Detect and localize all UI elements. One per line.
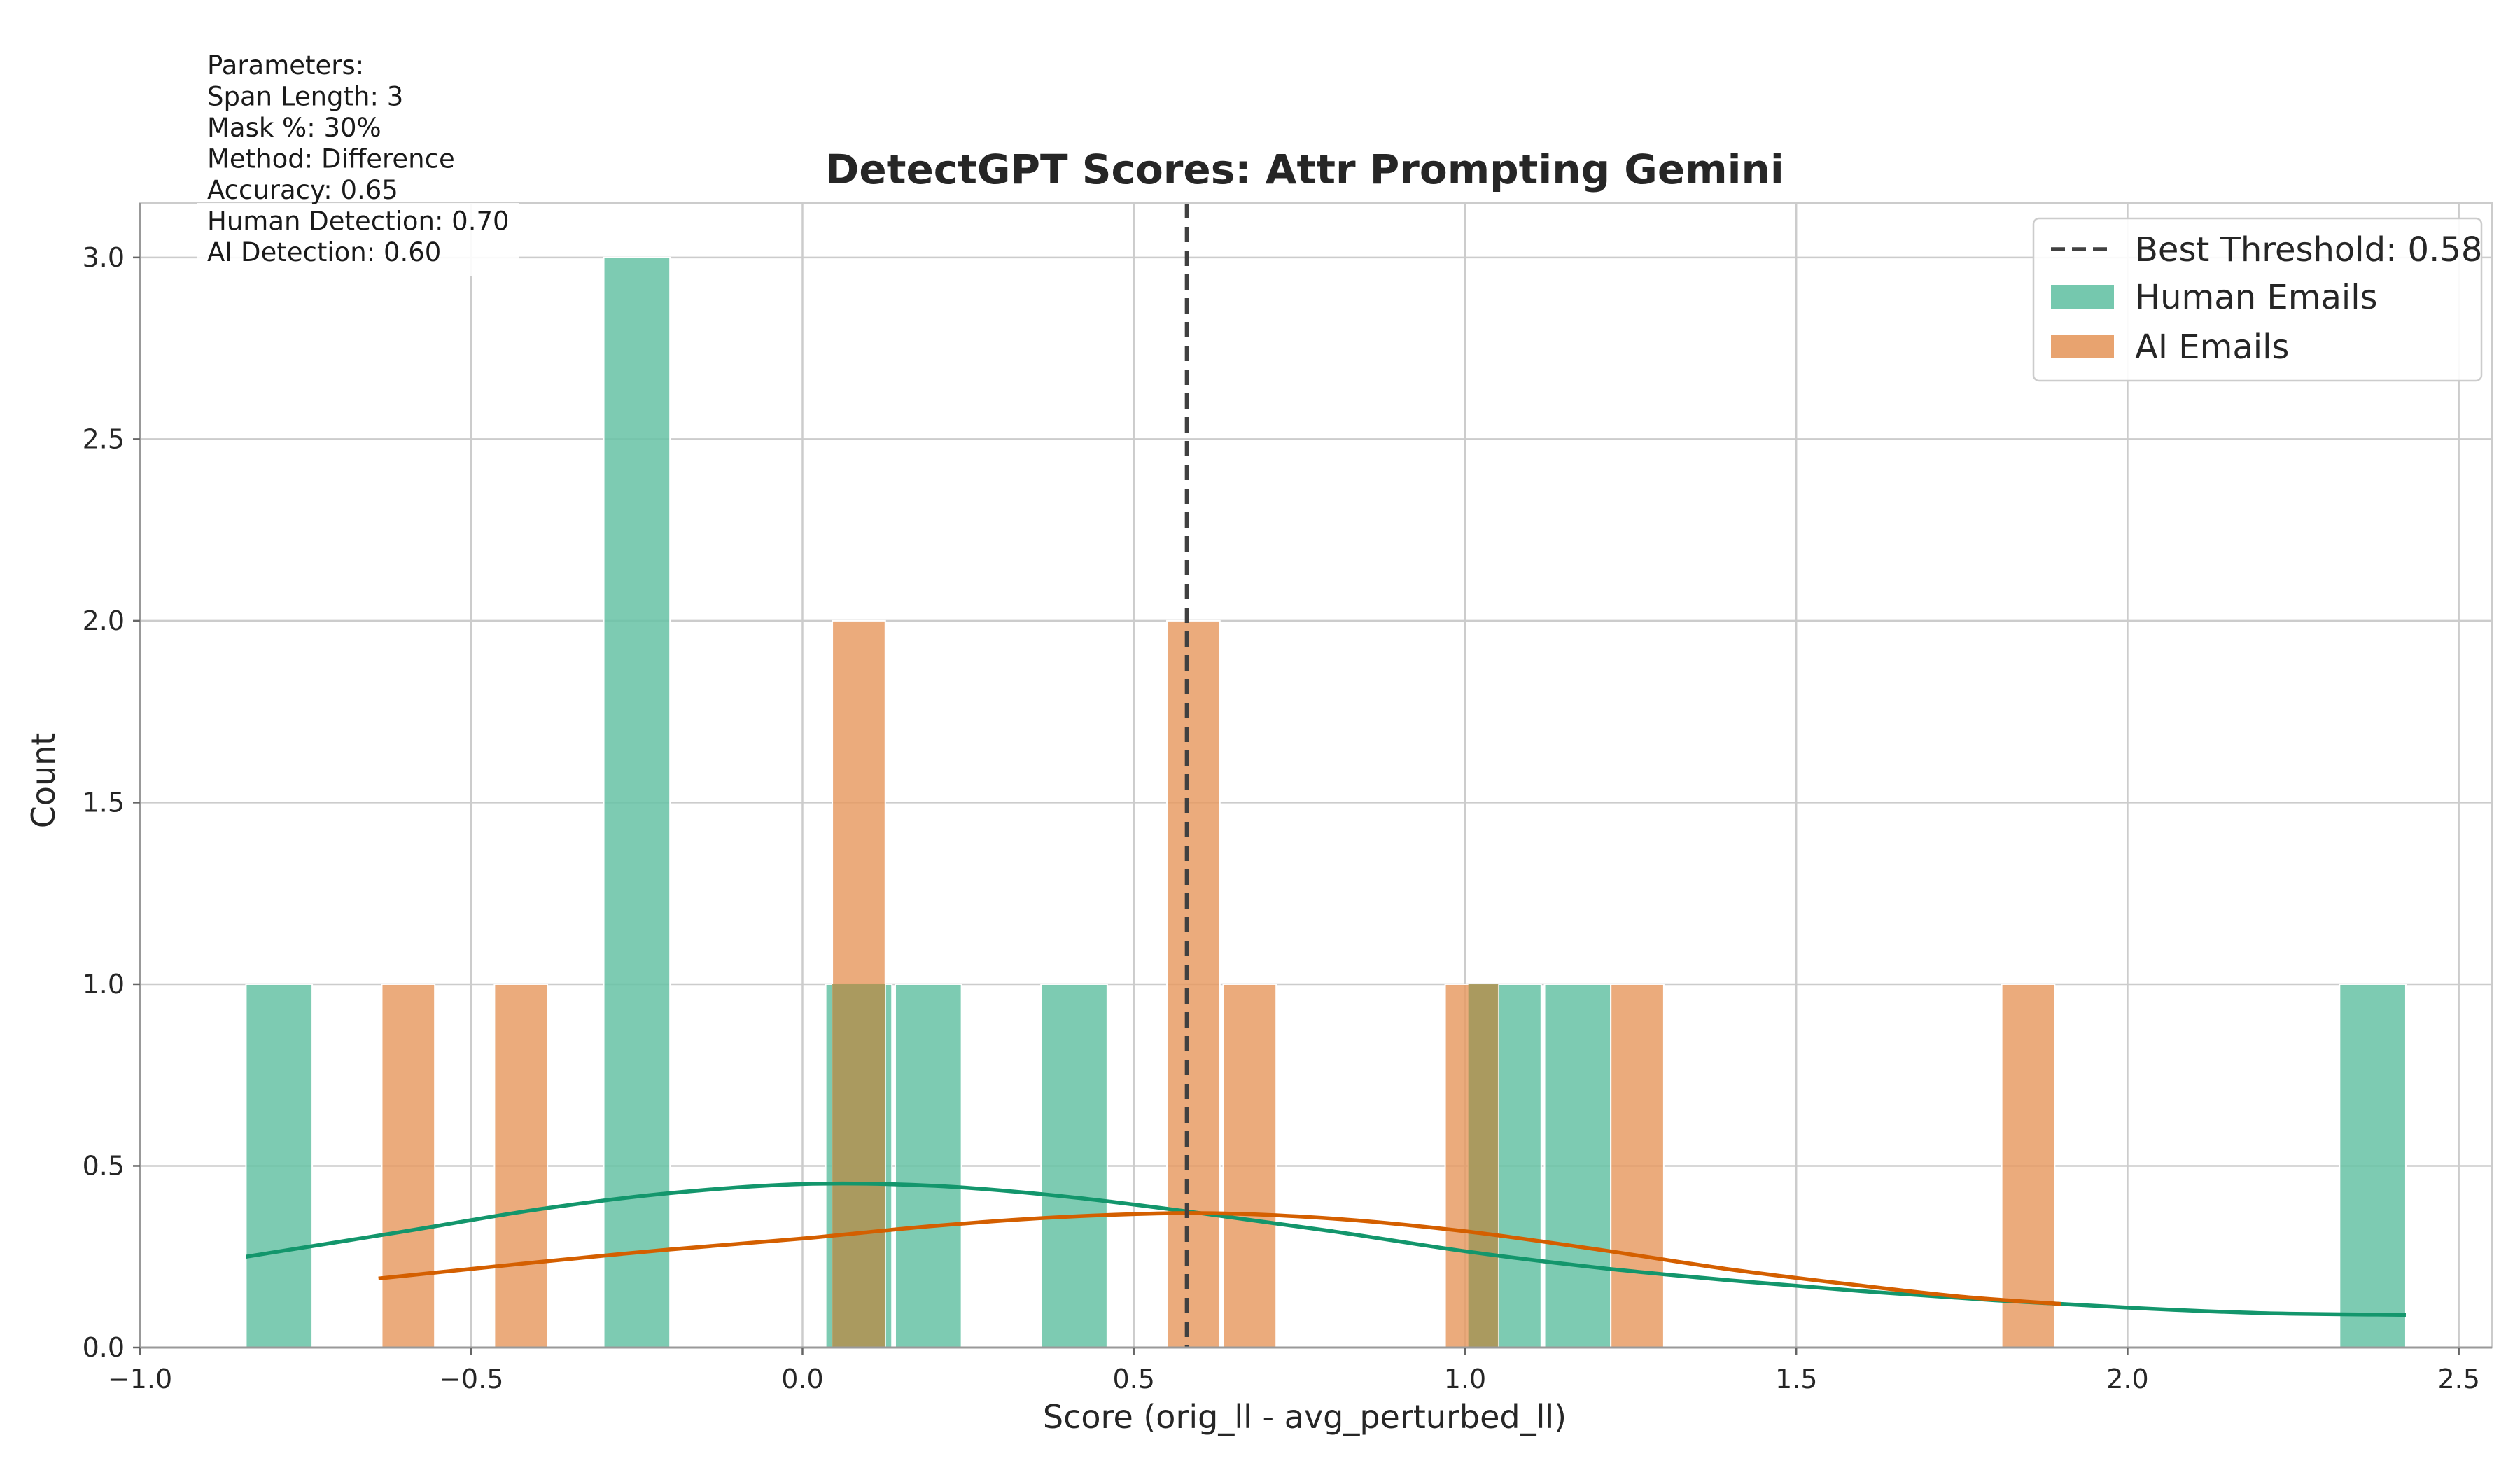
- human-histogram-bar: [1497, 983, 1542, 1348]
- x-tick-label: 2.5: [2437, 1364, 2479, 1394]
- x-tick-label: 0.5: [1112, 1364, 1154, 1394]
- plot-area: −1.0 −0.5 0.0 0.5 1.0 1.5 2.0 2.5 0.0 0.5 1.0 1.5 2.…: [83, 202, 2493, 1394]
- x-tick-label: −0.5: [439, 1364, 503, 1394]
- human-histogram-bar: [2339, 983, 2407, 1348]
- ai-histogram-bar: [1222, 983, 1278, 1348]
- y-tick-label: 1.0: [83, 969, 125, 1000]
- y-tick-label: 2.0: [83, 606, 125, 636]
- x-axis-label: Score (orig_ll - avg_perturbed_ll): [1043, 1398, 1567, 1436]
- legend-threshold-label: Best Threshold: 0.58: [2135, 230, 2482, 270]
- ai-histogram-bar: [493, 983, 549, 1348]
- human-histogram-bar: [603, 256, 671, 1348]
- parameter-line: AI Detection: 0.60: [207, 237, 441, 267]
- human-histogram-bar: [894, 983, 962, 1348]
- parameter-line: Human Detection: 0.70: [207, 206, 510, 237]
- parameter-line: Span Length: 3: [207, 82, 403, 112]
- human-histogram-bar: [245, 983, 314, 1348]
- ai-histogram-bar: [1166, 620, 1221, 1348]
- x-tick-label: −1.0: [108, 1364, 172, 1394]
- ai-legend-swatch: [2051, 335, 2114, 358]
- ai-histogram-bar: [1610, 983, 1665, 1348]
- ai-legend-label: AI Emails: [2135, 328, 2289, 367]
- x-tick-label: 1.0: [1444, 1364, 1486, 1394]
- legend-box: [2032, 217, 2483, 382]
- parameter-line: Method: Difference: [207, 144, 455, 174]
- x-tick-label: 1.5: [1775, 1364, 1817, 1394]
- parameter-line: Mask %: 30%: [207, 113, 382, 143]
- parameters-box-background: [197, 203, 519, 276]
- overlap-bar: [832, 983, 886, 1348]
- y-tick-label: 2.5: [83, 424, 125, 454]
- parameter-line: Parameters:: [207, 50, 364, 80]
- y-tick-label: 0.5: [83, 1150, 125, 1181]
- ai-histogram-bar: [2001, 983, 2056, 1348]
- human-histogram-bar: [1040, 983, 1108, 1348]
- y-tick-label: 1.5: [83, 787, 125, 818]
- y-axis-label: Count: [24, 733, 62, 829]
- ai-histogram-bar: [381, 983, 436, 1348]
- y-tick-label: 0.0: [83, 1332, 125, 1363]
- ai-kde-curve: [378, 1211, 2062, 1306]
- x-tick-label: 2.0: [2106, 1364, 2148, 1394]
- legend: Best Threshold: 0.58 Human Emails AI Email…: [2032, 217, 2483, 382]
- human-histogram-bar: [1544, 983, 1612, 1348]
- x-tick-label: 0.0: [781, 1364, 823, 1394]
- parameter-line: Accuracy: 0.65: [207, 175, 398, 205]
- human-legend-label: Human Emails: [2135, 278, 2378, 317]
- y-tick-label: 3.0: [83, 242, 125, 273]
- overlap-bar: [1468, 983, 1499, 1348]
- chart-title: DetectGPT Scores: Attr Prompting Gemini: [825, 146, 1784, 193]
- human-legend-swatch: [2051, 285, 2114, 309]
